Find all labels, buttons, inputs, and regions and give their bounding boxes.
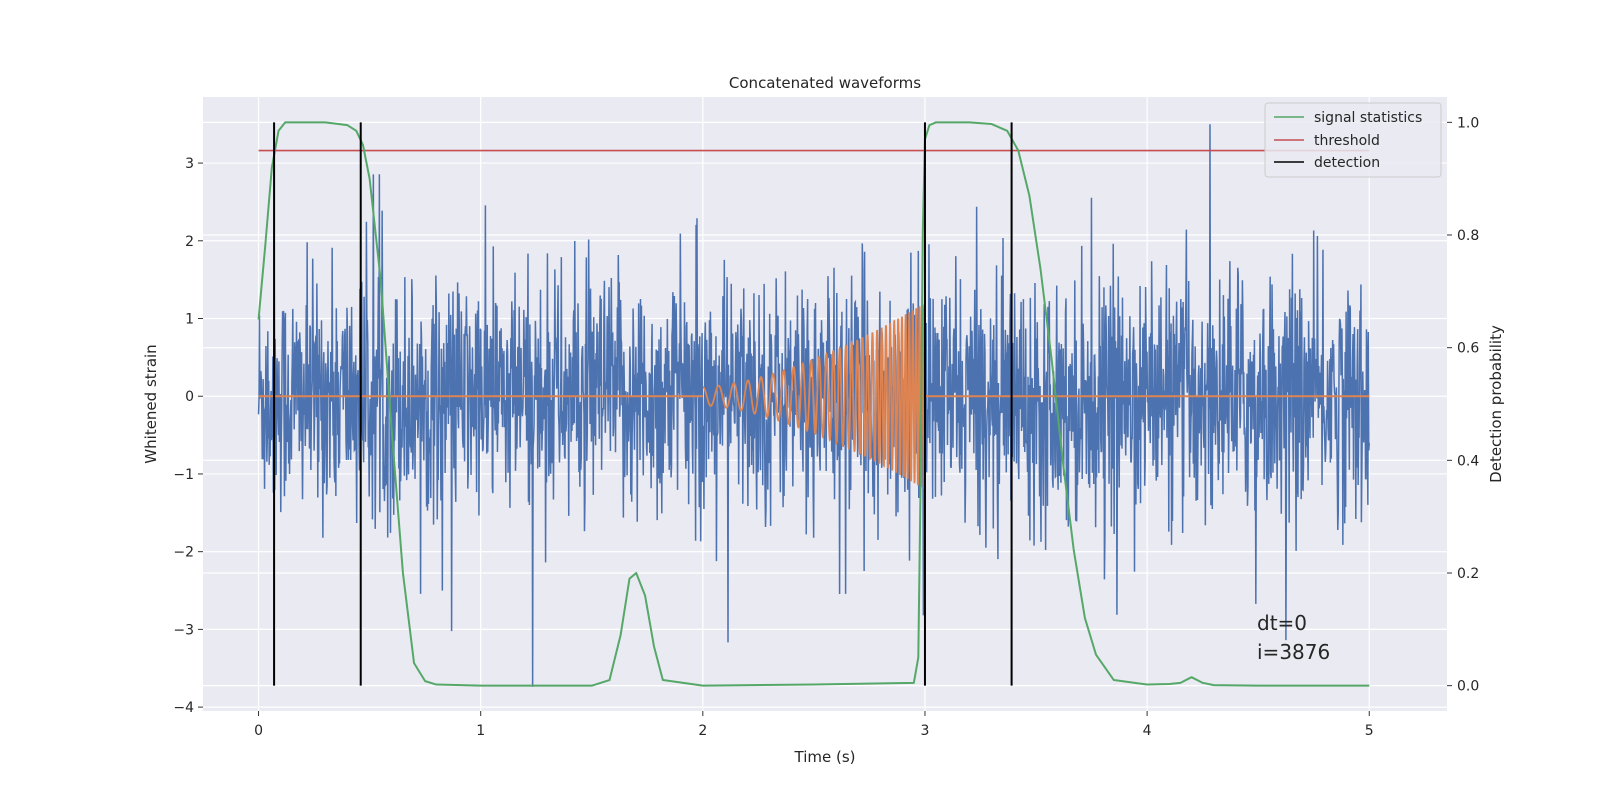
signal-statistics-series — [257, 121, 1370, 687]
legend-label-signal-statistics: signal statistics — [1314, 110, 1422, 126]
left-y-tick-label: 0 — [185, 389, 194, 405]
left-y-axis-ticks: −4 −3 −2 −1 0 1 2 3 — [173, 156, 203, 716]
right-y-axis-label: Detection probability — [1487, 325, 1505, 483]
right-y-tick-label: 1.0 — [1457, 115, 1479, 131]
annotation-index: i=3876 — [1257, 640, 1330, 664]
left-y-axis-label: Whitened strain — [142, 344, 160, 463]
strain-series — [257, 124, 1370, 687]
left-y-tick-label: −2 — [173, 545, 194, 561]
legend-box — [1264, 102, 1442, 178]
x-tick-label: 2 — [698, 723, 707, 739]
left-y-tick-label: −3 — [173, 622, 194, 638]
detection-series — [273, 122, 1013, 686]
left-y-tick-label: 1 — [185, 312, 194, 328]
annotation-dt: dt=0 — [1257, 611, 1307, 635]
x-tick-label: 4 — [1143, 723, 1152, 739]
right-y-tick-label: 0.8 — [1457, 228, 1479, 244]
strain-line — [257, 124, 1370, 687]
x-axis-label: Time (s) — [794, 748, 856, 766]
template-chirp-line — [702, 304, 926, 490]
left-y-tick-label: −1 — [173, 467, 194, 483]
right-y-tick-label: 0.4 — [1457, 453, 1479, 469]
x-tick-label: 5 — [1365, 723, 1374, 739]
right-y-axis-ticks: 0.0 0.2 0.4 0.6 0.8 1.0 — [1447, 115, 1479, 695]
right-y-tick-label: 0.2 — [1457, 566, 1479, 582]
template-series — [258, 304, 1370, 490]
chart-title: Concatenated waveforms — [729, 74, 921, 92]
legend-label-detection: detection — [1314, 155, 1380, 171]
right-y-tick-label: 0.6 — [1457, 341, 1479, 357]
left-y-tick-label: 2 — [185, 234, 194, 250]
right-y-tick-label: 0.0 — [1457, 679, 1479, 695]
signal-statistics-line — [257, 121, 1370, 687]
x-tick-label: 0 — [254, 723, 263, 739]
x-axis-ticks: 0 1 2 3 4 5 — [254, 711, 1374, 739]
x-tick-label: 1 — [476, 723, 485, 739]
left-y-tick-label: 3 — [185, 156, 194, 172]
x-tick-label: 3 — [921, 723, 930, 739]
legend-label-threshold: threshold — [1314, 133, 1380, 149]
left-y-tick-label: −4 — [173, 700, 194, 716]
legend: signal statistics threshold detection — [1264, 102, 1442, 178]
